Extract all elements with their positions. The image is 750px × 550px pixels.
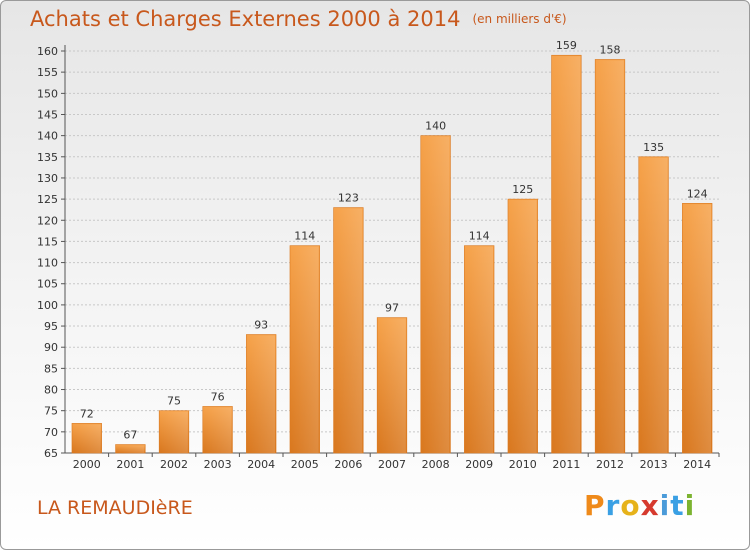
- logo-letter: r: [605, 489, 621, 522]
- y-tick-label: 130: [37, 172, 58, 185]
- data-label: 159: [556, 39, 577, 52]
- bar-highlight: [552, 56, 581, 454]
- bars: [71, 54, 713, 454]
- bar-highlight: [465, 246, 494, 453]
- data-label: 114: [469, 230, 490, 243]
- data-label: 72: [80, 407, 94, 420]
- logo-letter: t: [670, 489, 685, 522]
- logo-letter: x: [640, 489, 660, 522]
- bar-highlight: [508, 200, 537, 453]
- x-tick-label: 2004: [247, 458, 275, 471]
- bar-highlight: [334, 208, 363, 453]
- data-label: 125: [512, 183, 533, 196]
- y-tick-label: 70: [44, 426, 58, 439]
- y-tick-label: 65: [44, 447, 58, 460]
- x-tick-label: 2012: [596, 458, 624, 471]
- x-tick-label: 2014: [683, 458, 711, 471]
- y-tick-label: 135: [37, 151, 58, 164]
- x-tick-label: 2001: [116, 458, 144, 471]
- x-tick-label: 2003: [204, 458, 232, 471]
- logo-letter: o: [620, 489, 641, 522]
- y-tick-label: 115: [37, 235, 58, 248]
- y-tick-label: 145: [37, 108, 58, 121]
- x-tick-label: 2007: [378, 458, 406, 471]
- bar-highlight: [160, 411, 188, 453]
- y-tick-label: 105: [37, 278, 58, 291]
- logo-letter: P: [584, 489, 606, 522]
- y-tick-label: 140: [37, 130, 58, 143]
- y-tick-label: 90: [44, 341, 58, 354]
- bar-highlight: [421, 136, 450, 453]
- logo-letter: i: [684, 489, 696, 522]
- x-tick-label: 2005: [291, 458, 319, 471]
- bar-highlight: [683, 204, 712, 453]
- data-label: 93: [254, 319, 268, 332]
- y-tick-label: 125: [37, 193, 58, 206]
- y-tick-label: 100: [37, 299, 58, 312]
- data-label: 76: [211, 390, 225, 403]
- bar-highlight: [247, 335, 276, 453]
- bar-highlight: [203, 407, 232, 453]
- y-tick-label: 80: [44, 384, 58, 397]
- x-tick-label: 2002: [160, 458, 188, 471]
- x-tick-label: 2013: [640, 458, 668, 471]
- data-label: 124: [687, 187, 708, 200]
- data-label: 114: [294, 230, 315, 243]
- bar-highlight: [116, 445, 145, 453]
- data-label: 75: [167, 395, 181, 408]
- bar-highlight: [290, 246, 319, 453]
- x-tick-label: 2009: [465, 458, 493, 471]
- y-tick-label: 150: [37, 87, 58, 100]
- x-tick-label: 2011: [552, 458, 580, 471]
- y-tick-label: 110: [37, 257, 58, 270]
- bar-highlight: [378, 318, 406, 453]
- bar-highlight: [72, 424, 101, 453]
- place-name: LA REMAUDIèRE: [37, 497, 193, 519]
- bar-highlight: [639, 157, 668, 453]
- y-tick-label: 120: [37, 214, 58, 227]
- y-tick-label: 95: [44, 320, 58, 333]
- x-tick-label: 2000: [73, 458, 101, 471]
- data-label: 67: [123, 429, 137, 442]
- x-tick-label: 2010: [509, 458, 537, 471]
- y-tick-label: 155: [37, 66, 58, 79]
- data-label: 140: [425, 120, 446, 133]
- data-label: 123: [338, 192, 359, 205]
- data-label: 135: [643, 141, 664, 154]
- data-labels: 72 67 75 76 93 114 123 97 140 114 125 159 158 135 124: [80, 39, 708, 441]
- y-tick-label: 85: [44, 362, 58, 375]
- data-label: 158: [600, 43, 621, 56]
- y-tick-label: 160: [37, 45, 58, 58]
- x-tick-label: 2008: [422, 458, 450, 471]
- title-text: Achats et Charges Externes 2000 à 2014: [30, 7, 461, 31]
- bar-highlight: [596, 60, 624, 453]
- data-label: 97: [385, 302, 399, 315]
- proxiti-logo: Proxiti: [584, 489, 695, 522]
- title-unit: (en milliers d'€): [472, 12, 567, 26]
- logo-letter: i: [659, 489, 671, 522]
- x-tick-label: 2006: [334, 458, 362, 471]
- chart-title: Achats et Charges Externes 2000 à 2014 (e…: [30, 7, 567, 31]
- y-tick-label: 75: [44, 405, 58, 418]
